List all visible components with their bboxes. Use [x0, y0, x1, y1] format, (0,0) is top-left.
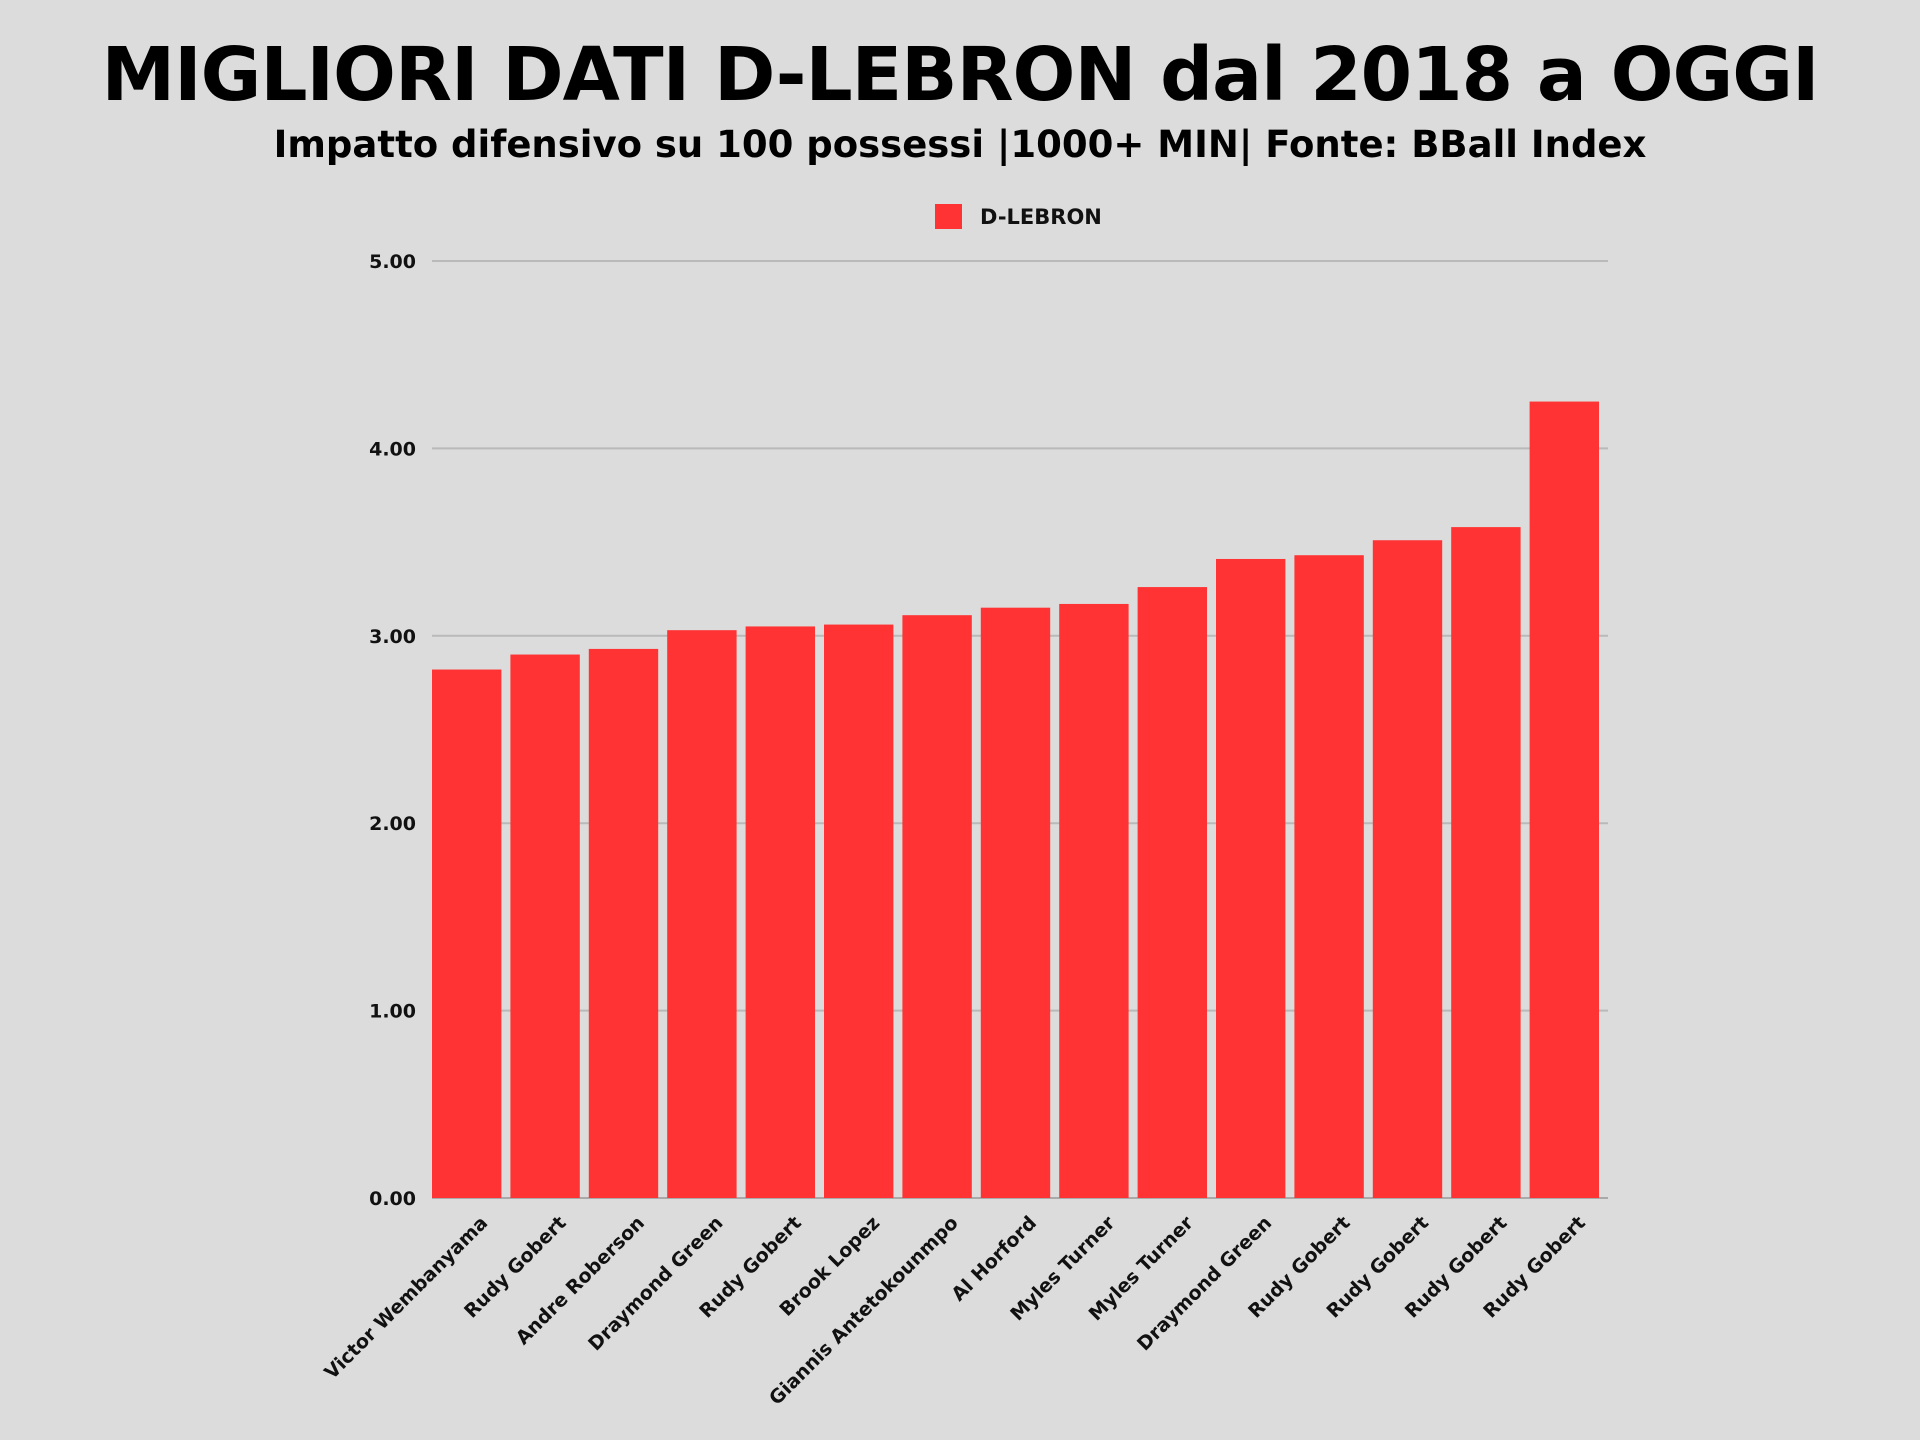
bar	[1137, 587, 1207, 1198]
y-axis-tick-labels: 0.00 1.00 2.00 3.00 4.00 5.00	[369, 251, 416, 1210]
legend-swatch	[935, 204, 962, 229]
y-tick-label: 5.00	[369, 251, 416, 273]
chart-subtitle: Impatto difensivo su 100 possessi |1000+…	[273, 123, 1647, 166]
legend: D-LEBRON	[935, 204, 1102, 229]
x-tick-label: Victor Wembanyama	[320, 1212, 492, 1384]
bar	[980, 607, 1051, 1198]
y-tick-label: 2.00	[369, 813, 416, 835]
bar	[824, 624, 894, 1198]
bar	[902, 615, 972, 1198]
bar	[667, 630, 737, 1198]
y-tick-label: 1.00	[369, 1001, 416, 1023]
legend-label: D-LEBRON	[980, 205, 1102, 229]
bar	[588, 648, 659, 1198]
bar	[745, 626, 815, 1198]
bar	[1529, 401, 1599, 1198]
chart-title: MIGLIORI DATI D-LEBRON dal 2018 a OGGI	[101, 32, 1819, 118]
x-tick-label: Draymond Green	[584, 1212, 727, 1355]
bar	[1216, 558, 1286, 1198]
bar	[1059, 603, 1129, 1198]
y-tick-label: 4.00	[369, 438, 416, 460]
bars	[432, 401, 1599, 1198]
bar	[510, 654, 580, 1198]
x-tick-label: Draymond Green	[1133, 1212, 1276, 1355]
x-tick-label: Andre Roberson	[512, 1212, 649, 1349]
bar	[1451, 527, 1521, 1198]
y-tick-label: 3.00	[369, 626, 416, 648]
bar	[432, 669, 502, 1198]
bar	[1372, 540, 1443, 1198]
y-tick-label: 0.00	[369, 1188, 416, 1210]
bar	[1294, 555, 1364, 1198]
